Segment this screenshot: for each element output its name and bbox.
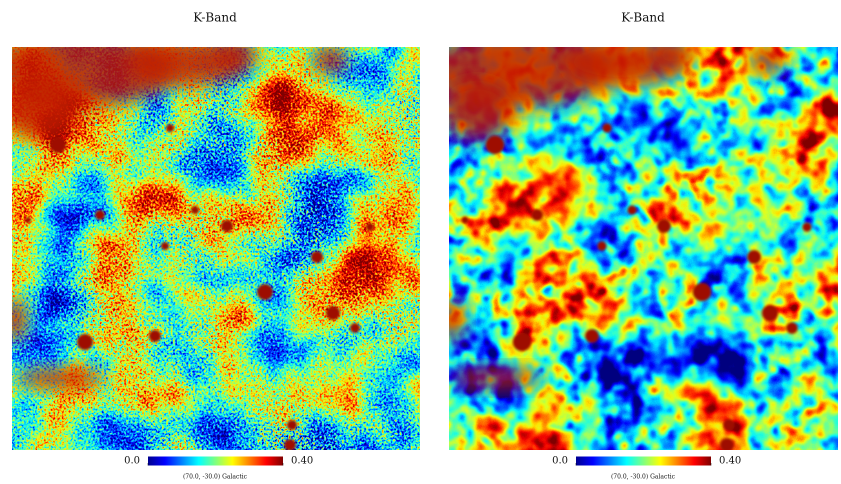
point-source: [166, 124, 174, 132]
point-source: [585, 329, 599, 343]
point-source: [221, 220, 233, 232]
sky-map: [0, 32, 420, 451]
point-source: [366, 223, 374, 231]
coordinates: (70.0, -30.0) Galactic: [611, 474, 676, 481]
coordinates: (70.0, -30.0) Galactic: [183, 474, 248, 481]
point-source: [284, 439, 296, 451]
hot-region: [2, 80, 78, 140]
hot-region: [213, 39, 257, 71]
point-source: [531, 209, 543, 221]
point-source: [657, 219, 671, 233]
point-source: [747, 250, 761, 264]
point-source: [723, 419, 735, 431]
sky-map: [422, 32, 838, 452]
hot-region: [439, 80, 515, 140]
panel-title: K-Band: [621, 11, 665, 25]
point-source: [350, 323, 360, 333]
point-source: [287, 420, 297, 430]
colorbar-label: 0.0: [552, 456, 568, 467]
point-source: [326, 306, 340, 320]
hot-region: [312, 46, 348, 74]
point-source: [95, 210, 105, 220]
panel-title: K-Band: [193, 11, 237, 25]
hot-region: [15, 368, 105, 388]
colorbar: [576, 457, 711, 466]
point-source: [802, 222, 811, 231]
point-source: [762, 305, 778, 321]
colorbar-label: 0.40: [291, 456, 313, 467]
hot-region: [749, 46, 785, 74]
point-source: [191, 206, 199, 214]
point-source: [25, 217, 31, 223]
hot-region: [452, 368, 542, 388]
colorbar: [148, 457, 283, 466]
point-source: [77, 334, 93, 350]
colorbar-label: 0.40: [719, 456, 741, 467]
point-source: [50, 137, 66, 153]
point-source: [486, 136, 504, 154]
point-source: [693, 283, 711, 301]
point-source: [786, 322, 798, 334]
colorbar-label: 0.0: [124, 456, 140, 467]
point-source: [462, 217, 469, 224]
point-source: [720, 438, 734, 452]
point-source: [311, 251, 323, 263]
point-source: [257, 284, 273, 300]
point-source: [597, 241, 606, 250]
hot-region: [3, 298, 27, 342]
point-source: [513, 333, 531, 351]
point-source: [149, 330, 161, 342]
point-source: [602, 123, 611, 132]
point-source: [627, 205, 636, 214]
hot-region: [440, 298, 464, 342]
point-source: [161, 242, 169, 250]
figure: K-Band 0.0 0.40 (70.0, -30.0) Galactic K-Ban…: [0, 0, 841, 484]
hot-region: [650, 39, 694, 71]
